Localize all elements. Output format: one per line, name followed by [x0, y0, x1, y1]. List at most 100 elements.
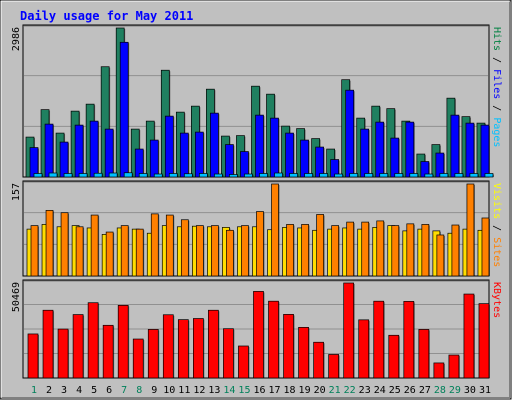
- bar-kbytes-day-17: [268, 300, 279, 379]
- bar-kbytes-day-23: [358, 319, 370, 379]
- panel-hits-files-pages: 2986 Hits / Files / Pages: [11, 24, 502, 178]
- bar-kbytes-day-21: [328, 354, 339, 379]
- bar-files-day-9: [149, 139, 159, 178]
- bar-kbytes-day-24: [373, 300, 385, 379]
- day-label-21: 21: [329, 385, 341, 396]
- day-label-2: 2: [46, 385, 52, 396]
- bar-pages-day-27: [424, 173, 434, 178]
- bar-pages-day-6: [108, 172, 118, 178]
- bar-pages-day-28: [439, 173, 449, 178]
- bar-files-day-1: [29, 147, 39, 178]
- bar-files-day-22: [345, 89, 355, 178]
- bar-pages-day-20: [319, 173, 328, 178]
- bar-pages-day-4: [78, 173, 88, 178]
- bar-files-day-7: [119, 41, 129, 178]
- bar-sites-day-2: [45, 210, 54, 277]
- bar-pages-day-17: [274, 172, 283, 178]
- bar-kbytes-day-12: [193, 318, 204, 379]
- bar-files-day-20: [315, 146, 324, 178]
- bar-pages-day-3: [63, 173, 73, 178]
- day-label-20: 20: [314, 385, 326, 396]
- day-label-4: 4: [76, 385, 82, 396]
- bar-kbytes-day-2: [42, 309, 54, 379]
- legend-pages: Pages: [491, 117, 502, 147]
- max-value-label: 157: [11, 183, 22, 201]
- bar-pages-day-29: [454, 173, 464, 178]
- bar-files-day-12: [195, 131, 204, 178]
- day-label-18: 18: [284, 385, 296, 396]
- legend-separator: /: [491, 219, 502, 237]
- series-sites: [30, 183, 490, 277]
- bar-pages-day-15: [244, 173, 253, 178]
- bar-pages-day-30: [469, 173, 479, 178]
- day-label-24: 24: [374, 385, 386, 396]
- axis-legend-label: Visits / Sites: [491, 183, 502, 267]
- bar-pages-day-11: [183, 173, 193, 178]
- day-labels: 1 2 3 4 5 6 7 8 9 10 11 12 13 14 15 16 17 18 19 20 21 22 23 24 2…: [31, 385, 491, 396]
- bar-kbytes-day-15: [238, 345, 249, 379]
- legend-sites: Sites: [491, 237, 502, 267]
- bar-kbytes-day-5: [87, 302, 99, 379]
- legend-visits: Visits: [491, 183, 502, 219]
- bar-sites-day-9: [150, 213, 159, 277]
- bar-kbytes-day-16: [253, 291, 264, 379]
- bar-kbytes-day-22: [343, 282, 355, 379]
- bar-kbytes-day-9: [147, 329, 159, 379]
- legend-separator: /: [491, 99, 502, 117]
- bar-sites-day-14: [226, 229, 234, 277]
- bar-pages-day-18: [289, 173, 298, 178]
- bar-kbytes-day-3: [57, 328, 69, 379]
- bar-sites-day-20: [316, 214, 324, 277]
- bar-sites-day-24: [376, 220, 385, 277]
- day-label-15: 15: [238, 385, 250, 396]
- bar-kbytes-day-30: [463, 293, 475, 379]
- bar-sites-day-26: [406, 223, 415, 277]
- day-label-30: 30: [464, 385, 476, 396]
- bar-sites-day-17: [271, 183, 279, 277]
- day-label-16: 16: [253, 385, 265, 396]
- bar-kbytes-day-29: [448, 354, 460, 379]
- bar-kbytes-day-28: [433, 362, 445, 379]
- bar-files-day-11: [179, 132, 189, 178]
- legend-kbytes: KBytes: [491, 282, 502, 318]
- bar-sites-day-15: [241, 225, 249, 277]
- bar-kbytes-day-25: [388, 334, 400, 379]
- max-value-label: 2986: [11, 27, 22, 51]
- series-pages: [33, 172, 494, 178]
- bar-pages-day-24: [379, 173, 389, 178]
- day-label-17: 17: [268, 385, 280, 396]
- panel-visits-sites: 157 Visits / Sites: [11, 180, 502, 277]
- bar-sites-day-6: [105, 231, 114, 277]
- day-label-10: 10: [163, 385, 175, 396]
- bar-sites-day-8: [135, 228, 144, 277]
- bar-files-day-19: [300, 139, 309, 178]
- bar-pages-day-12: [199, 173, 208, 178]
- day-label-13: 13: [208, 385, 220, 396]
- bar-files-day-2: [44, 123, 54, 178]
- bar-sites-day-1: [30, 225, 39, 277]
- bar-pages-day-25: [394, 173, 404, 178]
- day-label-25: 25: [389, 385, 401, 396]
- bar-files-day-31: [480, 124, 490, 178]
- day-label-3: 3: [61, 385, 67, 396]
- axis-legend-label: KBytes: [491, 282, 502, 318]
- day-label-19: 19: [299, 385, 311, 396]
- bar-files-day-5: [89, 120, 99, 178]
- bar-sites-day-21: [331, 225, 339, 277]
- chart-title: Daily usage for May 2011: [20, 9, 193, 23]
- day-label-8: 8: [136, 385, 142, 396]
- bar-files-day-10: [164, 115, 174, 178]
- bar-pages-day-9: [153, 173, 163, 178]
- bar-files-day-4: [74, 124, 84, 178]
- day-label-28: 28: [434, 385, 446, 396]
- day-label-11: 11: [178, 385, 190, 396]
- bar-kbytes-day-10: [162, 314, 174, 379]
- day-label-1: 1: [31, 385, 37, 396]
- bar-kbytes-day-31: [478, 303, 490, 379]
- bar-pages-day-23: [364, 173, 374, 178]
- bar-kbytes-day-8: [132, 338, 144, 379]
- bar-sites-day-18: [286, 224, 294, 277]
- bar-kbytes-day-19: [298, 327, 309, 379]
- bar-kbytes-day-1: [27, 333, 39, 379]
